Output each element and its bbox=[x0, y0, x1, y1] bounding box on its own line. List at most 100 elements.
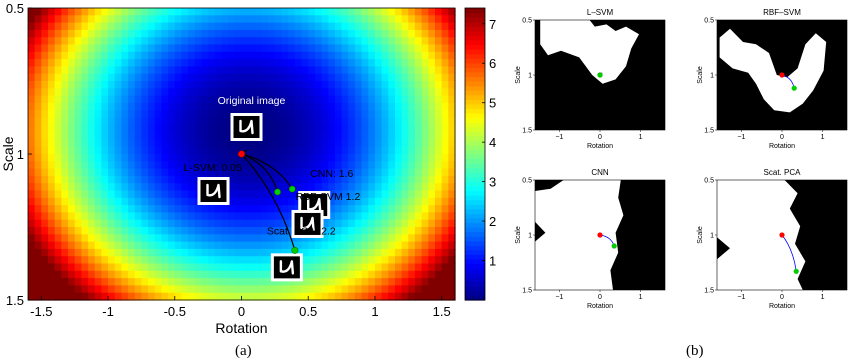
heatmap-cell bbox=[321, 219, 329, 228]
heatmap-cell bbox=[148, 22, 156, 31]
heatmap-cell bbox=[108, 29, 116, 38]
heatmap-cell bbox=[254, 73, 263, 82]
heatmap-cell bbox=[81, 37, 89, 46]
heatmap-cell bbox=[174, 183, 183, 192]
heatmap-cell bbox=[101, 190, 109, 199]
heatmap-cell bbox=[134, 270, 143, 279]
heatmap-cell bbox=[88, 22, 96, 31]
heatmap-cell bbox=[61, 66, 69, 75]
heatmap-cell bbox=[428, 292, 436, 301]
heatmap-cell bbox=[128, 37, 136, 46]
colorbar-tick-label: 1 bbox=[489, 254, 496, 269]
heatmap-cell bbox=[421, 95, 429, 104]
heatmap-cell bbox=[301, 15, 309, 24]
heatmap-cell bbox=[241, 66, 249, 75]
heatmap-cell bbox=[394, 132, 403, 140]
heatmap-cell bbox=[274, 110, 283, 119]
heatmap-cell bbox=[154, 205, 163, 213]
heatmap-cell bbox=[374, 37, 383, 46]
heatmap-cell bbox=[28, 190, 36, 199]
heatmap-cell bbox=[208, 154, 216, 162]
heatmap-cell bbox=[121, 263, 129, 272]
heatmap-cell bbox=[241, 285, 249, 294]
heatmap-cell bbox=[201, 59, 209, 67]
heatmap-cell bbox=[261, 117, 269, 126]
heatmap-cell bbox=[48, 212, 56, 221]
heatmap-cell bbox=[74, 241, 82, 250]
heatmap-cell bbox=[28, 146, 36, 155]
heatmap-cell bbox=[161, 278, 169, 286]
heatmap-cell bbox=[174, 37, 183, 46]
heatmap-cell bbox=[261, 37, 269, 46]
heatmap-cell bbox=[261, 95, 269, 104]
heatmap-cell bbox=[388, 263, 396, 272]
heatmap-cell bbox=[114, 44, 122, 53]
heatmap-cell bbox=[348, 81, 356, 89]
heatmap-cell bbox=[388, 219, 396, 228]
heatmap-cell bbox=[194, 212, 203, 221]
heatmap-cell bbox=[101, 197, 109, 206]
heatmap-cell bbox=[174, 263, 183, 272]
heatmap-cell bbox=[281, 190, 289, 199]
heatmap-cell bbox=[401, 124, 409, 133]
thumbnail-background bbox=[200, 180, 227, 202]
heatmap-cell bbox=[28, 219, 36, 228]
heatmap-cell bbox=[154, 197, 163, 206]
heatmap-cell bbox=[388, 175, 396, 184]
heatmap-cell bbox=[281, 95, 289, 104]
heatmap-cell bbox=[34, 234, 42, 243]
heatmap-cell bbox=[261, 81, 269, 89]
heatmap-cell bbox=[161, 227, 169, 235]
heatmap-cell bbox=[221, 124, 229, 133]
heatmap-cell bbox=[168, 219, 176, 228]
heatmap-cell bbox=[354, 241, 363, 250]
heatmap-cell bbox=[94, 51, 102, 60]
heatmap-cell bbox=[328, 212, 336, 221]
heatmap-cell bbox=[414, 59, 423, 67]
heatmap-cell bbox=[88, 212, 96, 221]
heatmap-cell bbox=[314, 292, 323, 301]
heatmap-cell bbox=[81, 227, 89, 235]
heatmap-cell bbox=[241, 219, 249, 228]
heatmap-cell bbox=[394, 22, 403, 31]
heatmap-cell bbox=[134, 95, 143, 104]
origin-thumbnail bbox=[230, 113, 263, 141]
heatmap-cell bbox=[41, 205, 49, 213]
colorbar-segment bbox=[465, 213, 485, 219]
heatmap-cell bbox=[214, 59, 223, 67]
point-thumbnail bbox=[197, 177, 230, 205]
heatmap-cell bbox=[334, 73, 343, 82]
heatmap-cell bbox=[41, 59, 49, 67]
heatmap-cell bbox=[181, 161, 189, 170]
heatmap-cell bbox=[368, 73, 376, 82]
heatmap-cell bbox=[328, 263, 336, 272]
heatmap-cell bbox=[281, 146, 289, 155]
heatmap-cell bbox=[188, 146, 196, 155]
heatmap-cell bbox=[308, 51, 316, 60]
heatmap-cell bbox=[201, 212, 209, 221]
heatmap-cell bbox=[441, 66, 449, 75]
heatmap-cell bbox=[414, 212, 423, 221]
heatmap-cell bbox=[121, 168, 129, 177]
y-tick-label: 1.5 bbox=[6, 293, 24, 308]
heatmap-cell bbox=[241, 270, 249, 279]
heatmap-cell bbox=[141, 248, 149, 257]
heatmap-cell bbox=[374, 59, 383, 67]
heatmap-cell bbox=[434, 146, 443, 155]
x-tick-label: −1 bbox=[555, 294, 563, 301]
heatmap-cell bbox=[214, 227, 223, 235]
heatmap-cell bbox=[381, 234, 389, 243]
heatmap-cell bbox=[108, 8, 116, 16]
heatmap-cell bbox=[421, 227, 429, 235]
heatmap-cell bbox=[394, 110, 403, 119]
heatmap-cell bbox=[328, 227, 336, 235]
heatmap-cell bbox=[441, 190, 449, 199]
heatmap-cell bbox=[434, 132, 443, 140]
heatmap-cell bbox=[361, 22, 369, 31]
heatmap-cell bbox=[361, 139, 369, 148]
heatmap-cell bbox=[301, 292, 309, 301]
heatmap-cell bbox=[368, 212, 376, 221]
heatmap-cell bbox=[368, 190, 376, 199]
heatmap-cell bbox=[154, 73, 163, 82]
